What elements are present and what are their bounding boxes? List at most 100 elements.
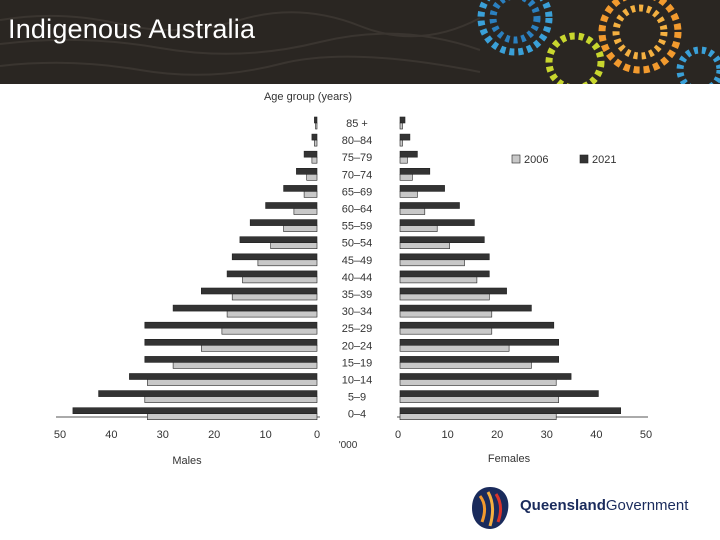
bar-female-2006 (399, 174, 413, 181)
bar-female-2021 (399, 356, 559, 363)
bar-female-2006 (399, 191, 418, 198)
qld-emblem-icon (472, 487, 509, 529)
bar-male-2006 (147, 379, 318, 386)
bar-female-2006 (399, 225, 438, 232)
aboriginal-art-banner (0, 0, 720, 84)
logo-wordmark: QueenslandGovernment (520, 497, 688, 514)
bar-female-2006 (399, 310, 493, 318)
bar-female-2006 (399, 362, 532, 369)
unit-label: '000 (339, 440, 358, 451)
bar-male-2021 (303, 150, 318, 158)
bar-female-2021 (399, 304, 532, 312)
pyramid-svg: Age group (years) 85 + 80–84 75–79 70–74 65–… (54, 91, 652, 467)
logo-name-regular: Government (605, 497, 689, 514)
bar-female-2006 (399, 139, 403, 147)
bar-female-2021 (399, 339, 559, 346)
bar-group (72, 116, 621, 421)
bar-male-2006 (231, 293, 318, 301)
bar-male-2021 (72, 407, 318, 415)
population-pyramid-chart: Age group (years) 85 + 80–84 75–79 70–74 65–… (44, 84, 672, 474)
bar-female-2021 (399, 287, 507, 295)
bar-male-2021 (239, 236, 318, 243)
bar-male-2021 (265, 202, 318, 209)
bar-female-2006 (399, 259, 465, 267)
queensland-government-logo: QueenslandGovernment (468, 484, 708, 532)
bar-male-2021 (226, 270, 318, 278)
category-label: 0–4 (348, 409, 366, 421)
bar-female-2021 (399, 373, 572, 380)
bar-male-2021 (98, 390, 318, 397)
category-label: 75–79 (342, 152, 373, 164)
category-label: 20–24 (342, 340, 373, 352)
category-label: 25–29 (342, 323, 373, 335)
tick-label: 30 (157, 429, 169, 441)
legend: 2006 2021 (511, 154, 616, 166)
tick-label: 0 (314, 429, 320, 441)
tick-label: 20 (491, 429, 503, 441)
bar-female-2021 (399, 270, 490, 278)
category-label: 15–19 (342, 357, 373, 369)
bar-female-2006 (399, 396, 559, 403)
chart-title: Age group (years) (264, 91, 352, 103)
bar-female-2021 (399, 407, 621, 415)
females-label: Females (488, 453, 531, 465)
legend-swatch-2021 (579, 154, 589, 164)
bar-female-2006 (399, 122, 403, 130)
tick-label: 30 (541, 429, 553, 441)
bar-male-2021 (129, 373, 318, 380)
category-label: 10–14 (342, 375, 373, 387)
category-label: 35–39 (342, 289, 373, 301)
bar-female-2021 (399, 202, 460, 209)
category-label: 65–69 (342, 186, 373, 198)
bar-male-2021 (144, 321, 318, 329)
category-label: 30–34 (342, 306, 373, 318)
males-label: Males (172, 455, 202, 467)
bar-male-2021 (249, 219, 318, 226)
bar-male-2006 (226, 310, 318, 318)
bar-male-2006 (283, 225, 318, 232)
bar-female-2006 (399, 379, 557, 386)
bar-female-2006 (399, 242, 450, 249)
tick-label: 40 (105, 429, 117, 441)
category-label: 45–49 (342, 255, 373, 267)
category-label: 40–44 (342, 272, 373, 284)
bar-male-2006 (314, 139, 318, 147)
legend-label-2006: 2006 (524, 154, 548, 166)
bar-female-2006 (399, 413, 557, 421)
tick-label: 50 (54, 429, 66, 441)
legend-swatch-2006 (511, 154, 521, 164)
bar-female-2021 (399, 150, 418, 158)
bar-male-2006 (257, 259, 318, 267)
tick-label: 50 (640, 429, 652, 441)
bar-male-2021 (172, 304, 318, 312)
slide-header: Indigenous Australia (0, 0, 720, 84)
logo-name-bold: Queensland (520, 497, 606, 514)
tick-label: 10 (259, 429, 271, 441)
bar-female-2021 (399, 133, 411, 141)
bar-female-2006 (399, 208, 426, 215)
category-label: 50–54 (342, 238, 373, 250)
bar-male-2006 (242, 276, 318, 284)
bar-male-2006 (221, 327, 318, 335)
bar-female-2021 (399, 321, 555, 329)
bar-male-2021 (144, 339, 318, 346)
legend-label-2021: 2021 (592, 154, 616, 166)
bar-female-2021 (399, 236, 485, 243)
bar-female-2021 (399, 390, 599, 397)
bar-male-2006 (311, 156, 318, 164)
slide-title: Indigenous Australia (8, 14, 256, 44)
bar-male-2006 (172, 362, 318, 369)
bar-female-2021 (399, 219, 475, 226)
bar-female-2021 (399, 116, 406, 124)
tick-label: 0 (395, 429, 401, 441)
bar-female-2006 (399, 344, 510, 352)
bar-male-2021 (283, 185, 318, 192)
bar-female-2021 (399, 168, 431, 175)
bar-male-2021 (144, 356, 318, 363)
bar-male-2021 (231, 253, 318, 261)
bar-male-2006 (315, 122, 318, 130)
bar-male-2021 (311, 133, 318, 141)
tick-labels: 50 40 30 20 10 0 0 10 20 30 40 50 (54, 429, 652, 441)
bar-male-2006 (144, 396, 318, 403)
bar-male-2006 (147, 413, 318, 421)
